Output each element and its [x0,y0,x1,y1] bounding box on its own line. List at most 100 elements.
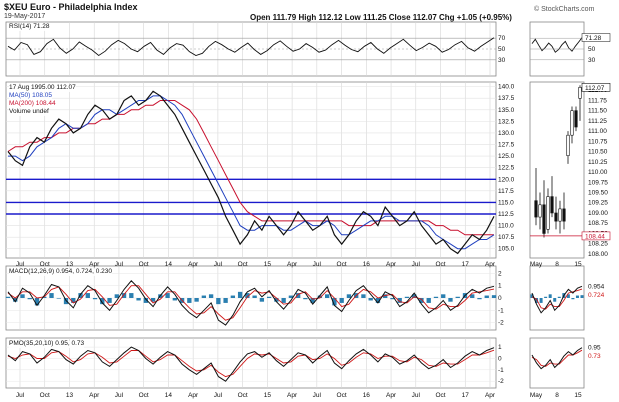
macd-histogram-bar [259,298,265,302]
x-tick-label: 13 [66,392,74,399]
zoom-x-tick: May [530,261,543,268]
x-tick-label: Oct [139,392,149,399]
x-tick-label: 13 [66,261,74,268]
macd-histogram-bar [78,293,83,298]
macd-histogram-bar [92,298,98,300]
zoom-macd-line [531,285,583,314]
price-y-tick: 127.5 [498,142,515,149]
zoom-x-tick: 8 [555,261,559,268]
candle-body [566,134,570,156]
chart-title: $XEU Euro - Philadelphia Index [4,2,138,12]
zoom-y-tick: 108.00 [588,251,608,258]
candle-body [570,110,574,136]
zoom-macd-value: 0.954 [588,283,605,290]
macd-histogram-bar [252,295,257,298]
x-tick-label: 14 [165,392,173,399]
zoom-macd-hist-bar [530,294,534,298]
candle-body [542,204,546,234]
macd-histogram-bar [27,298,32,300]
zoom-y-tick: 109.25 [588,200,608,207]
price-y-tick: 135.0 [498,107,515,114]
macd-histogram-bar [71,298,76,303]
macd-histogram-bar [56,298,61,299]
macd-histogram-bar [390,298,395,300]
macd-y-tick: -2 [498,320,504,327]
macd-histogram-bar [136,298,141,301]
candle-body [578,87,582,99]
macd-histogram-bar [470,294,475,298]
zoom-y-tick: 110.00 [588,169,608,176]
ma50-line [8,95,495,250]
zoom-macd-hist-bar [557,296,561,298]
macd-histogram-bar [129,293,134,298]
macd-histogram-bar [114,294,119,298]
macd-histogram-bar [383,294,388,298]
macd-histogram-bar [426,298,431,303]
x-tick-label: Jul [16,392,25,399]
zoom-pmo-value: 0.95 [588,345,601,352]
x-tick-label: 16 [363,392,371,399]
macd-histogram-bar [404,296,410,298]
macd-histogram-bar [433,296,439,298]
zoom-macd-hist-bar [575,295,579,298]
x-tick-label: Oct [40,392,50,399]
price-y-tick: 140.0 [498,84,515,91]
x-tick-label: Apr [89,392,100,399]
x-tick-label: Jul [115,392,124,399]
x-tick-label: Jul [214,261,223,268]
macd-histogram-bar [441,294,446,298]
x-tick-label: Oct [435,261,445,268]
zoom-pmo-signal-value: 0.73 [588,353,601,360]
macd-histogram-bar [448,298,453,302]
macd-histogram-bar [165,293,170,298]
macd-histogram-bar [208,294,214,298]
zoom-x-tick: May [530,392,543,399]
rsi-label: RSI(14) 71.28 [9,23,50,31]
macd-histogram-bar [216,298,221,305]
zoom-y-tick: 111.75 [588,97,607,104]
zoom-rsi-y-tick: 50 [588,46,596,53]
price-line [7,90,495,255]
macd-label: MACD(12,26,9) 0.954, 0.724, 0.230 [9,268,112,276]
x-tick-label: 15 [264,392,272,399]
ohlc-readout: Open 111.79 High 112.12 Low 111.25 Close… [250,13,512,22]
zoom-y-tick: 111.50 [588,108,607,115]
zoom-frame-macd [529,265,585,331]
macd-histogram-bar [266,296,272,298]
macd-histogram-bar [20,294,25,298]
macd-y-tick: 1 [498,283,502,290]
candle-body [562,208,566,222]
zoom-frame-price [529,81,585,259]
candle-body [554,212,558,222]
panel-frame-pmo [5,337,497,389]
x-tick-label: 14 [165,261,173,268]
x-tick-label: Apr [485,392,496,399]
macd-histogram-bar [303,298,308,300]
candle-body [534,200,538,218]
macd-histogram-bar [310,298,315,303]
zoom-macd-hist-bar [553,298,557,302]
pmo-y-tick: 1 [498,344,502,351]
zoom-x-tick: 15 [574,261,582,268]
ma200-marker-box [581,231,611,241]
macd-histogram-bar [223,298,228,303]
macd-histogram-bar [172,298,177,301]
x-tick-label: Jul [214,392,223,399]
x-tick-label: Jul [412,261,421,268]
macd-histogram-bar [107,298,112,303]
macd-histogram-bar [49,293,54,298]
x-tick-label: Apr [89,261,100,268]
macd-histogram-bar [194,298,199,302]
macd-histogram-bar [187,298,192,303]
x-tick-label: Oct [139,261,149,268]
x-tick-label: Apr [386,392,397,399]
zoom-y-tick: 109.50 [588,190,608,197]
zoom-macd-hist-bar [539,298,543,303]
macd-histogram-bar [477,298,482,300]
macd-histogram-bar [13,298,18,302]
candle-body [574,110,578,128]
macd-histogram-bar [325,294,330,298]
x-tick-label: 15 [264,261,272,268]
x-tick-label: Oct [238,392,248,399]
pmo-line [7,346,495,382]
